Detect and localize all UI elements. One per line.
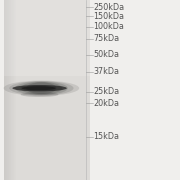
Bar [15, 0, 16, 180]
Ellipse shape [15, 82, 68, 95]
Text: 100kDa: 100kDa [94, 22, 125, 31]
Text: 150kDa: 150kDa [94, 12, 125, 21]
Text: 50kDa: 50kDa [94, 50, 120, 59]
Ellipse shape [4, 81, 79, 96]
Text: 250kDa: 250kDa [94, 3, 125, 12]
Text: 75kDa: 75kDa [94, 34, 120, 43]
Bar [12, 0, 13, 180]
Bar [16, 0, 17, 180]
Ellipse shape [22, 86, 56, 90]
Ellipse shape [21, 82, 62, 94]
Bar [5, 0, 6, 180]
Text: 25kDa: 25kDa [94, 87, 120, 96]
Bar [9, 0, 10, 180]
Ellipse shape [9, 81, 74, 95]
Bar [14, 0, 15, 180]
Bar [13, 0, 14, 180]
Ellipse shape [26, 82, 57, 94]
Bar [4, 0, 90, 76]
Ellipse shape [21, 92, 58, 97]
Bar [6, 0, 7, 180]
Bar [11, 0, 12, 180]
Bar [8, 0, 9, 180]
Bar [4, 0, 90, 180]
Bar [4, 0, 5, 180]
Bar [7, 0, 8, 180]
Ellipse shape [12, 85, 67, 91]
Text: 37kDa: 37kDa [94, 68, 120, 76]
Text: 20kDa: 20kDa [94, 99, 120, 108]
Bar [10, 0, 11, 180]
Text: 15kDa: 15kDa [94, 132, 120, 141]
